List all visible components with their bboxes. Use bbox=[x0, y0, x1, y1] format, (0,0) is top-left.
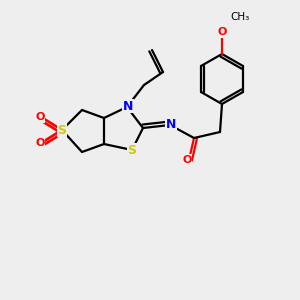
Text: N: N bbox=[123, 100, 133, 112]
Text: O: O bbox=[217, 27, 227, 37]
Text: O: O bbox=[182, 155, 192, 165]
Text: CH₃: CH₃ bbox=[230, 12, 249, 22]
Text: O: O bbox=[35, 112, 45, 122]
Text: O: O bbox=[35, 138, 45, 148]
Text: S: S bbox=[58, 124, 67, 136]
Text: N: N bbox=[166, 118, 176, 131]
Text: S: S bbox=[128, 143, 136, 157]
